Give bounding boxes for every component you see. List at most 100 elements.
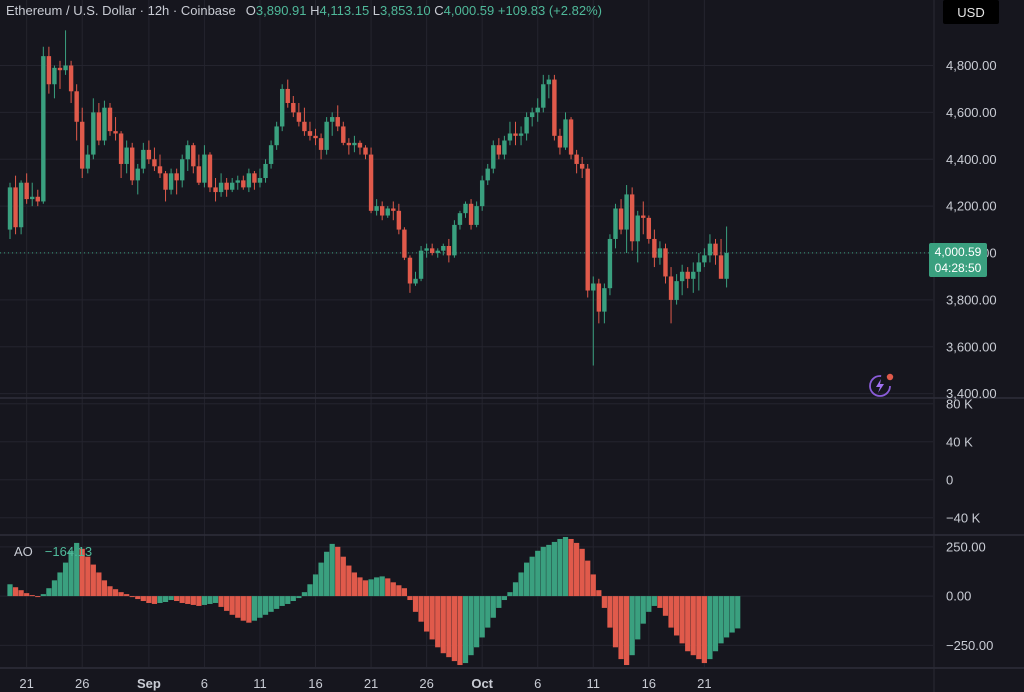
- candle[interactable]: [274, 121, 279, 150]
- candle[interactable]: [718, 238, 724, 279]
- candle[interactable]: [529, 107, 535, 127]
- candle[interactable]: [446, 238, 452, 263]
- candle[interactable]: [435, 248, 440, 258]
- candle[interactable]: [418, 245, 424, 282]
- candle[interactable]: [168, 168, 174, 195]
- candle[interactable]: [30, 182, 35, 207]
- candle[interactable]: [213, 178, 218, 202]
- currency-button[interactable]: USD: [943, 0, 999, 24]
- candle[interactable]: [379, 201, 385, 221]
- candle[interactable]: [557, 128, 563, 155]
- candle[interactable]: [668, 267, 674, 324]
- price-axis[interactable]: 4,800.004,600.004,400.004,200.004,000.00…: [946, 58, 997, 653]
- candle[interactable]: [74, 84, 79, 141]
- candle[interactable]: [7, 182, 13, 239]
- candle[interactable]: [652, 229, 657, 268]
- candle[interactable]: [402, 227, 407, 261]
- candle[interactable]: [318, 133, 324, 160]
- candle[interactable]: [185, 140, 190, 171]
- candle[interactable]: [635, 210, 640, 263]
- candle[interactable]: [574, 149, 579, 174]
- candle[interactable]: [302, 107, 307, 136]
- candle[interactable]: [491, 140, 496, 174]
- candle[interactable]: [107, 103, 113, 136]
- candle[interactable]: [674, 274, 679, 305]
- candle[interactable]: [591, 276, 596, 366]
- candle[interactable]: [218, 173, 224, 197]
- symbol-title[interactable]: Ethereum / U.S. Dollar · 12h · Coinbase: [6, 3, 236, 18]
- candle[interactable]: [679, 264, 685, 296]
- candle[interactable]: [91, 98, 96, 160]
- candle[interactable]: [502, 135, 507, 160]
- candle[interactable]: [246, 168, 252, 193]
- candle[interactable]: [429, 243, 435, 256]
- candle[interactable]: [263, 159, 268, 183]
- candle[interactable]: [468, 199, 474, 230]
- candle[interactable]: [296, 103, 302, 127]
- candle[interactable]: [552, 74, 557, 141]
- candle[interactable]: [657, 241, 663, 265]
- candle[interactable]: [191, 142, 196, 174]
- symbol-legend[interactable]: Ethereum / U.S. Dollar · 12h · Coinbase …: [6, 3, 602, 18]
- candle[interactable]: [63, 30, 68, 75]
- candle[interactable]: [35, 189, 40, 207]
- candle[interactable]: [463, 201, 468, 218]
- candle[interactable]: [607, 234, 613, 296]
- candle[interactable]: [202, 145, 207, 188]
- candle[interactable]: [713, 238, 718, 265]
- candle[interactable]: [685, 267, 690, 289]
- candle[interactable]: [57, 60, 63, 89]
- candle[interactable]: [135, 163, 140, 195]
- candle[interactable]: [46, 46, 52, 94]
- candle[interactable]: [352, 135, 357, 153]
- candle[interactable]: [691, 262, 696, 293]
- candle[interactable]: [374, 199, 379, 216]
- candle[interactable]: [18, 180, 24, 235]
- candle[interactable]: [541, 74, 546, 113]
- candle[interactable]: [613, 203, 618, 249]
- candle[interactable]: [52, 65, 57, 99]
- candle[interactable]: [41, 46, 46, 204]
- candle[interactable]: [507, 121, 513, 146]
- candle[interactable]: [496, 138, 502, 160]
- candle[interactable]: [230, 178, 235, 193]
- candle[interactable]: [585, 163, 590, 298]
- candle[interactable]: [641, 201, 646, 235]
- candle[interactable]: [146, 140, 152, 164]
- candle[interactable]: [707, 234, 713, 263]
- candle[interactable]: [452, 220, 457, 258]
- candle[interactable]: [85, 145, 90, 174]
- candle[interactable]: [424, 243, 429, 258]
- candle[interactable]: [113, 117, 118, 141]
- candle[interactable]: [257, 168, 263, 188]
- candle[interactable]: [457, 210, 463, 230]
- candle[interactable]: [96, 103, 102, 146]
- candle[interactable]: [157, 154, 163, 179]
- candle[interactable]: [602, 283, 607, 324]
- candle[interactable]: [513, 121, 518, 146]
- candle[interactable]: [279, 84, 285, 132]
- candle[interactable]: [180, 154, 185, 188]
- assistant-lightning-icon[interactable]: [866, 372, 896, 400]
- candle[interactable]: [485, 163, 490, 186]
- candle[interactable]: [102, 100, 107, 146]
- candle[interactable]: [307, 121, 313, 141]
- candle[interactable]: [663, 243, 668, 284]
- candle[interactable]: [241, 175, 246, 190]
- candle[interactable]: [479, 175, 485, 211]
- candle[interactable]: [441, 243, 446, 256]
- candle[interactable]: [568, 117, 574, 160]
- time-axis[interactable]: 21 26 Sep 6 11 16 21 26 Oct 6 11 16 21: [19, 676, 711, 691]
- ao-pane[interactable]: [7, 537, 741, 666]
- candle[interactable]: [68, 60, 74, 104]
- candle[interactable]: [235, 175, 240, 190]
- candle[interactable]: [224, 178, 229, 197]
- candle[interactable]: [285, 79, 290, 108]
- candle[interactable]: [291, 95, 296, 118]
- candle[interactable]: [474, 201, 479, 228]
- candle[interactable]: [724, 226, 729, 288]
- candle[interactable]: [702, 248, 707, 268]
- candle[interactable]: [546, 74, 552, 99]
- candle[interactable]: [624, 185, 629, 254]
- candle[interactable]: [563, 112, 568, 150]
